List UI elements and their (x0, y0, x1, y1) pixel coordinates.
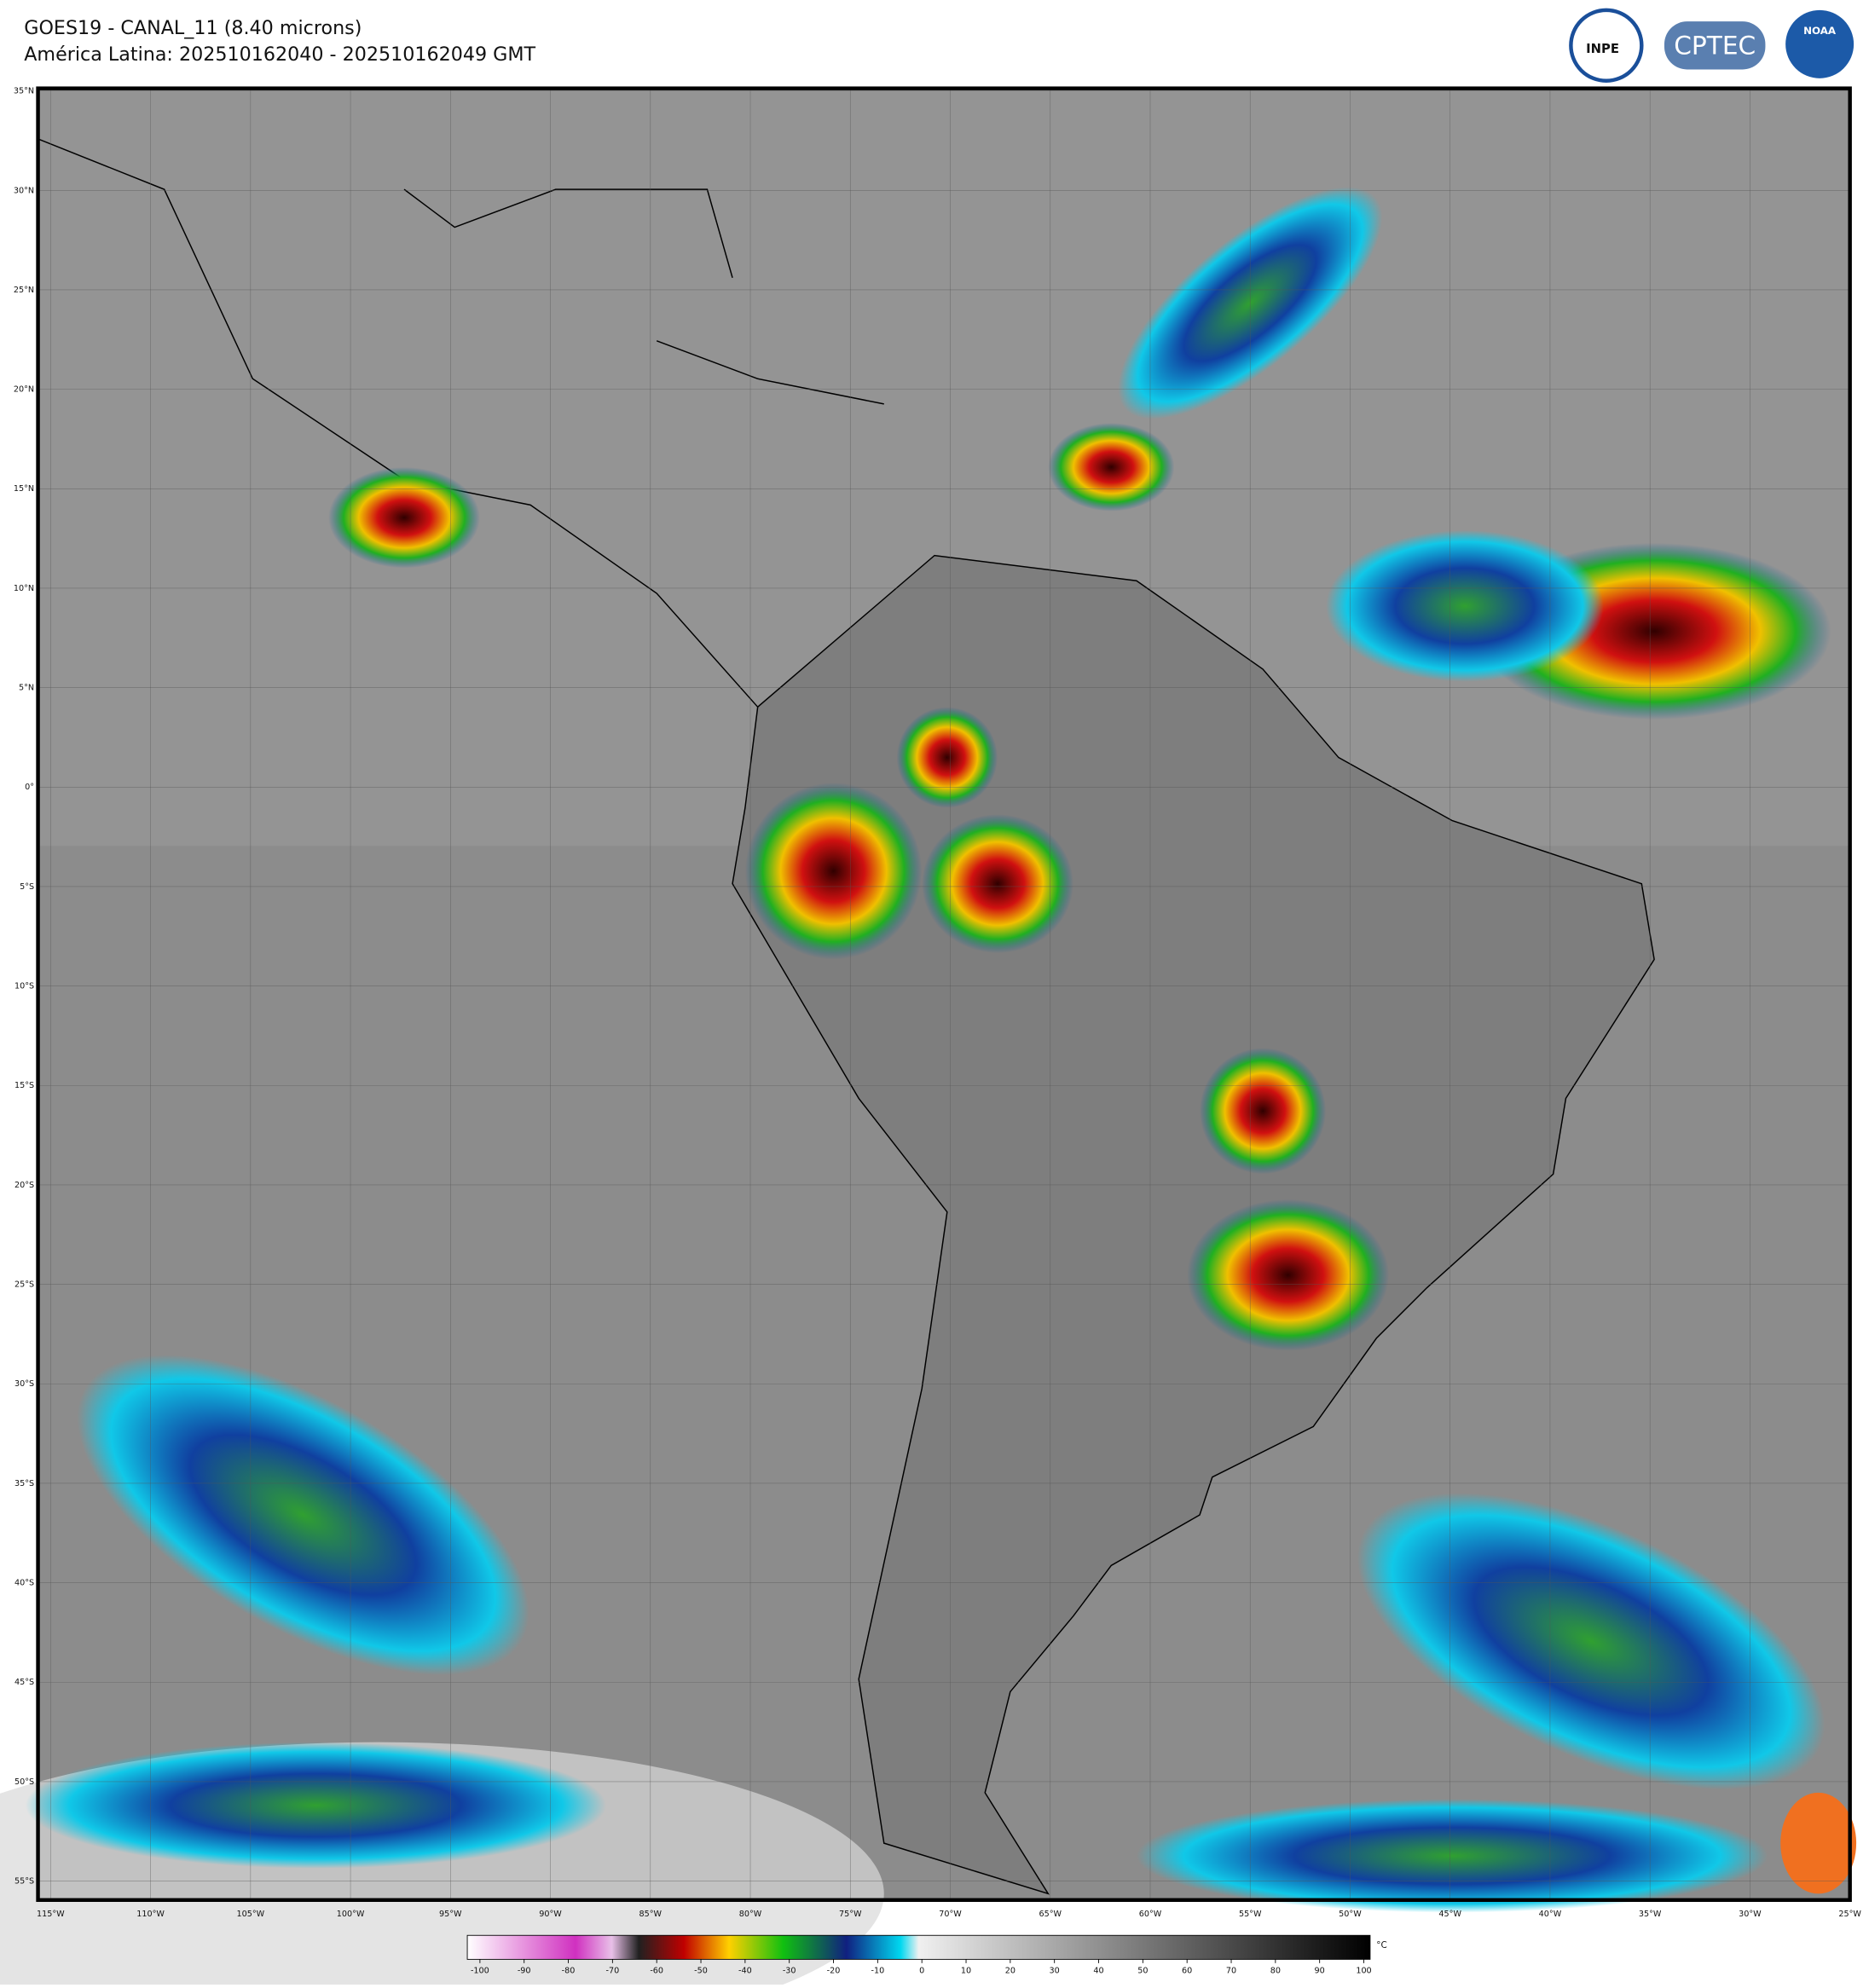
lon-label: 70°W (939, 1910, 962, 1919)
colorbar-tick-label: 0 (919, 1967, 924, 1976)
lat-label: 25°N (14, 286, 34, 295)
lon-label: 95°W (439, 1910, 462, 1919)
lat-label: 0° (25, 783, 34, 792)
lon-label: 25°W (1838, 1910, 1861, 1919)
cloud-band (77, 1355, 529, 1675)
convection (922, 814, 1073, 954)
lat-label: 15°N (14, 484, 34, 494)
lon-label: 50°W (1339, 1910, 1362, 1919)
lon-label: 30°W (1739, 1910, 1762, 1919)
lat-label: 25°S (14, 1280, 34, 1290)
lat-label: 10°N (14, 584, 34, 593)
lat-label: 20°S (14, 1181, 34, 1190)
logo-cptec (1664, 21, 1766, 70)
lon-label: 100°W (337, 1910, 365, 1919)
lat-label: 10°S (14, 982, 34, 991)
cloud-band (1326, 529, 1604, 682)
colorbar-tick-label: -100 (471, 1967, 489, 1976)
lat-label: 35°S (14, 1479, 34, 1488)
lat-label: 30°S (14, 1379, 34, 1389)
cloud-band (1357, 1493, 1826, 1790)
convection (1048, 423, 1175, 511)
convection (896, 707, 998, 808)
colorbar-tick-label: -80 (562, 1967, 576, 1976)
colorbar (466, 1934, 1371, 1960)
colorbar-tick-label: -50 (694, 1967, 708, 1976)
colorbar-tick-label: 70 (1226, 1967, 1236, 1976)
subtitle: América Latina: 202510162040 - 202510162… (24, 43, 535, 66)
logo-noaa (1785, 9, 1855, 78)
colorbar-tick-label: 100 (1356, 1967, 1371, 1976)
convection (744, 783, 923, 960)
lon-label: 40°W (1539, 1910, 1562, 1919)
cloud-band (1136, 1799, 1768, 1913)
convection (1187, 1199, 1390, 1351)
map-frame (36, 86, 1852, 1902)
lat-label: 5°S (20, 882, 34, 892)
colorbar-tick-label: 50 (1137, 1967, 1148, 1976)
lat-label: 50°S (14, 1777, 34, 1787)
colorbar-tick-label: -10 (871, 1967, 885, 1976)
lon-label: 85°W (639, 1910, 663, 1919)
lon-label: 110°W (136, 1910, 165, 1919)
colorbar-tick-label: -90 (518, 1967, 531, 1976)
satellite-image (0, 88, 1857, 1988)
lat-label: 55°S (14, 1877, 34, 1887)
colorbar-tick-label: 80 (1270, 1967, 1281, 1976)
colorbar-tick-label: 10 (961, 1967, 971, 1976)
lon-label: 90°W (539, 1910, 562, 1919)
lat-label: 20°N (14, 385, 34, 395)
convection (328, 466, 480, 569)
lon-label: 35°W (1639, 1910, 1662, 1919)
colorbar-unit: °C (1376, 1940, 1386, 1950)
lat-label: 15°S (14, 1081, 34, 1090)
colorbar-tick-label: -40 (738, 1967, 752, 1976)
lat-label: 30°N (14, 186, 34, 195)
warm-area (1780, 1792, 1857, 1894)
colorbar-tick-label: -20 (827, 1967, 841, 1976)
lon-label: 115°W (37, 1910, 65, 1919)
cloud-band (25, 1742, 606, 1869)
lon-label: 75°W (839, 1910, 862, 1919)
logos: INPE CPTEC NOAA (1569, 8, 1855, 83)
colorbar-tick-label: -30 (783, 1967, 796, 1976)
colorbar-tick-label: 40 (1093, 1967, 1103, 1976)
colorbar-tick-label: -70 (606, 1967, 620, 1976)
lon-label: 80°W (739, 1910, 762, 1919)
colorbar-tick-label: 90 (1315, 1967, 1325, 1976)
lon-label: 45°W (1438, 1910, 1461, 1919)
title: GOES19 - CANAL_11 (8.40 microns) (24, 17, 362, 39)
colorbar-tick-label: -60 (650, 1967, 663, 1976)
lon-label: 105°W (237, 1910, 265, 1919)
logo-text: CPTEC (1674, 32, 1756, 61)
convection (1199, 1048, 1327, 1175)
colorbar-tick-label: 30 (1050, 1967, 1060, 1976)
logo-inpe (1569, 8, 1644, 83)
lat-label: 5°N (19, 684, 34, 693)
lon-label: 65°W (1039, 1910, 1062, 1919)
lat-label: 45°S (14, 1678, 34, 1687)
lon-label: 55°W (1239, 1910, 1262, 1919)
logo-text: NOAA (1803, 25, 1837, 37)
lat-label: 35°N (14, 87, 34, 96)
lon-label: 60°W (1139, 1910, 1162, 1919)
logo-text: INPE (1586, 42, 1619, 56)
lat-label: 40°S (14, 1579, 34, 1588)
colorbar-tick-label: 20 (1005, 1967, 1016, 1976)
colorbar-tick-label: 60 (1182, 1967, 1192, 1976)
